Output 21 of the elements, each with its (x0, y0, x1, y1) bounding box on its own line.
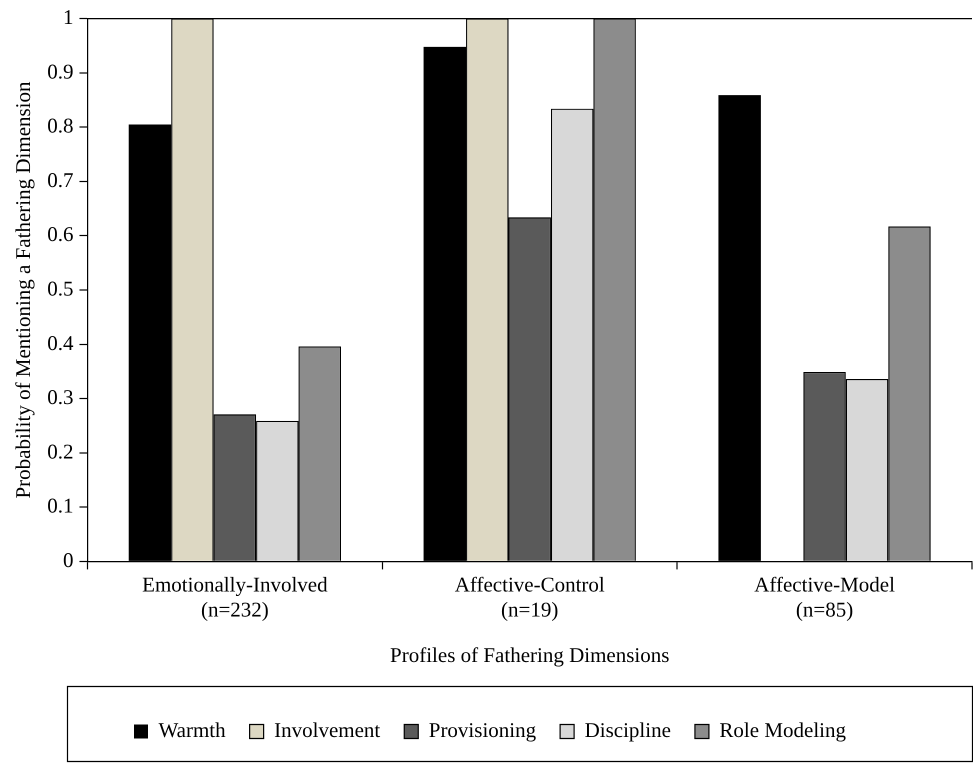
y-axis-title: Probability of Mentioning a Fathering Dimension (11, 80, 36, 499)
y-tick-label: 0.3 (47, 385, 74, 410)
legend-label: Involvement (274, 718, 380, 742)
y-tick-label: 0.7 (47, 168, 74, 192)
y-tick-label: 0.5 (47, 276, 74, 301)
y-tick-label: 0.4 (47, 330, 74, 355)
legend-label: Warmth (158, 718, 226, 742)
y-tick-label: 0.9 (47, 59, 74, 84)
legend-label: Provisioning (428, 718, 537, 742)
y-tick-label: 0.1 (47, 494, 74, 518)
legend-label: Role Modeling (719, 718, 846, 742)
y-tick-label: 0.6 (47, 222, 74, 246)
x-tick-label: Emotionally-Involved (n=232) (142, 572, 328, 622)
y-tick-label: 0.8 (47, 114, 74, 138)
legend-label: Discipline (584, 718, 671, 742)
y-tick-label: 1 (62, 5, 74, 30)
y-tick-label: 0.2 (47, 439, 74, 464)
x-tick-label: Affective-Control (n=19) (454, 572, 605, 622)
x-tick-label: Affective-Model (n=85) (754, 572, 896, 622)
y-tick-label: 0 (62, 548, 74, 572)
x-axis-title: Profiles of Fathering Dimensions (390, 642, 670, 667)
